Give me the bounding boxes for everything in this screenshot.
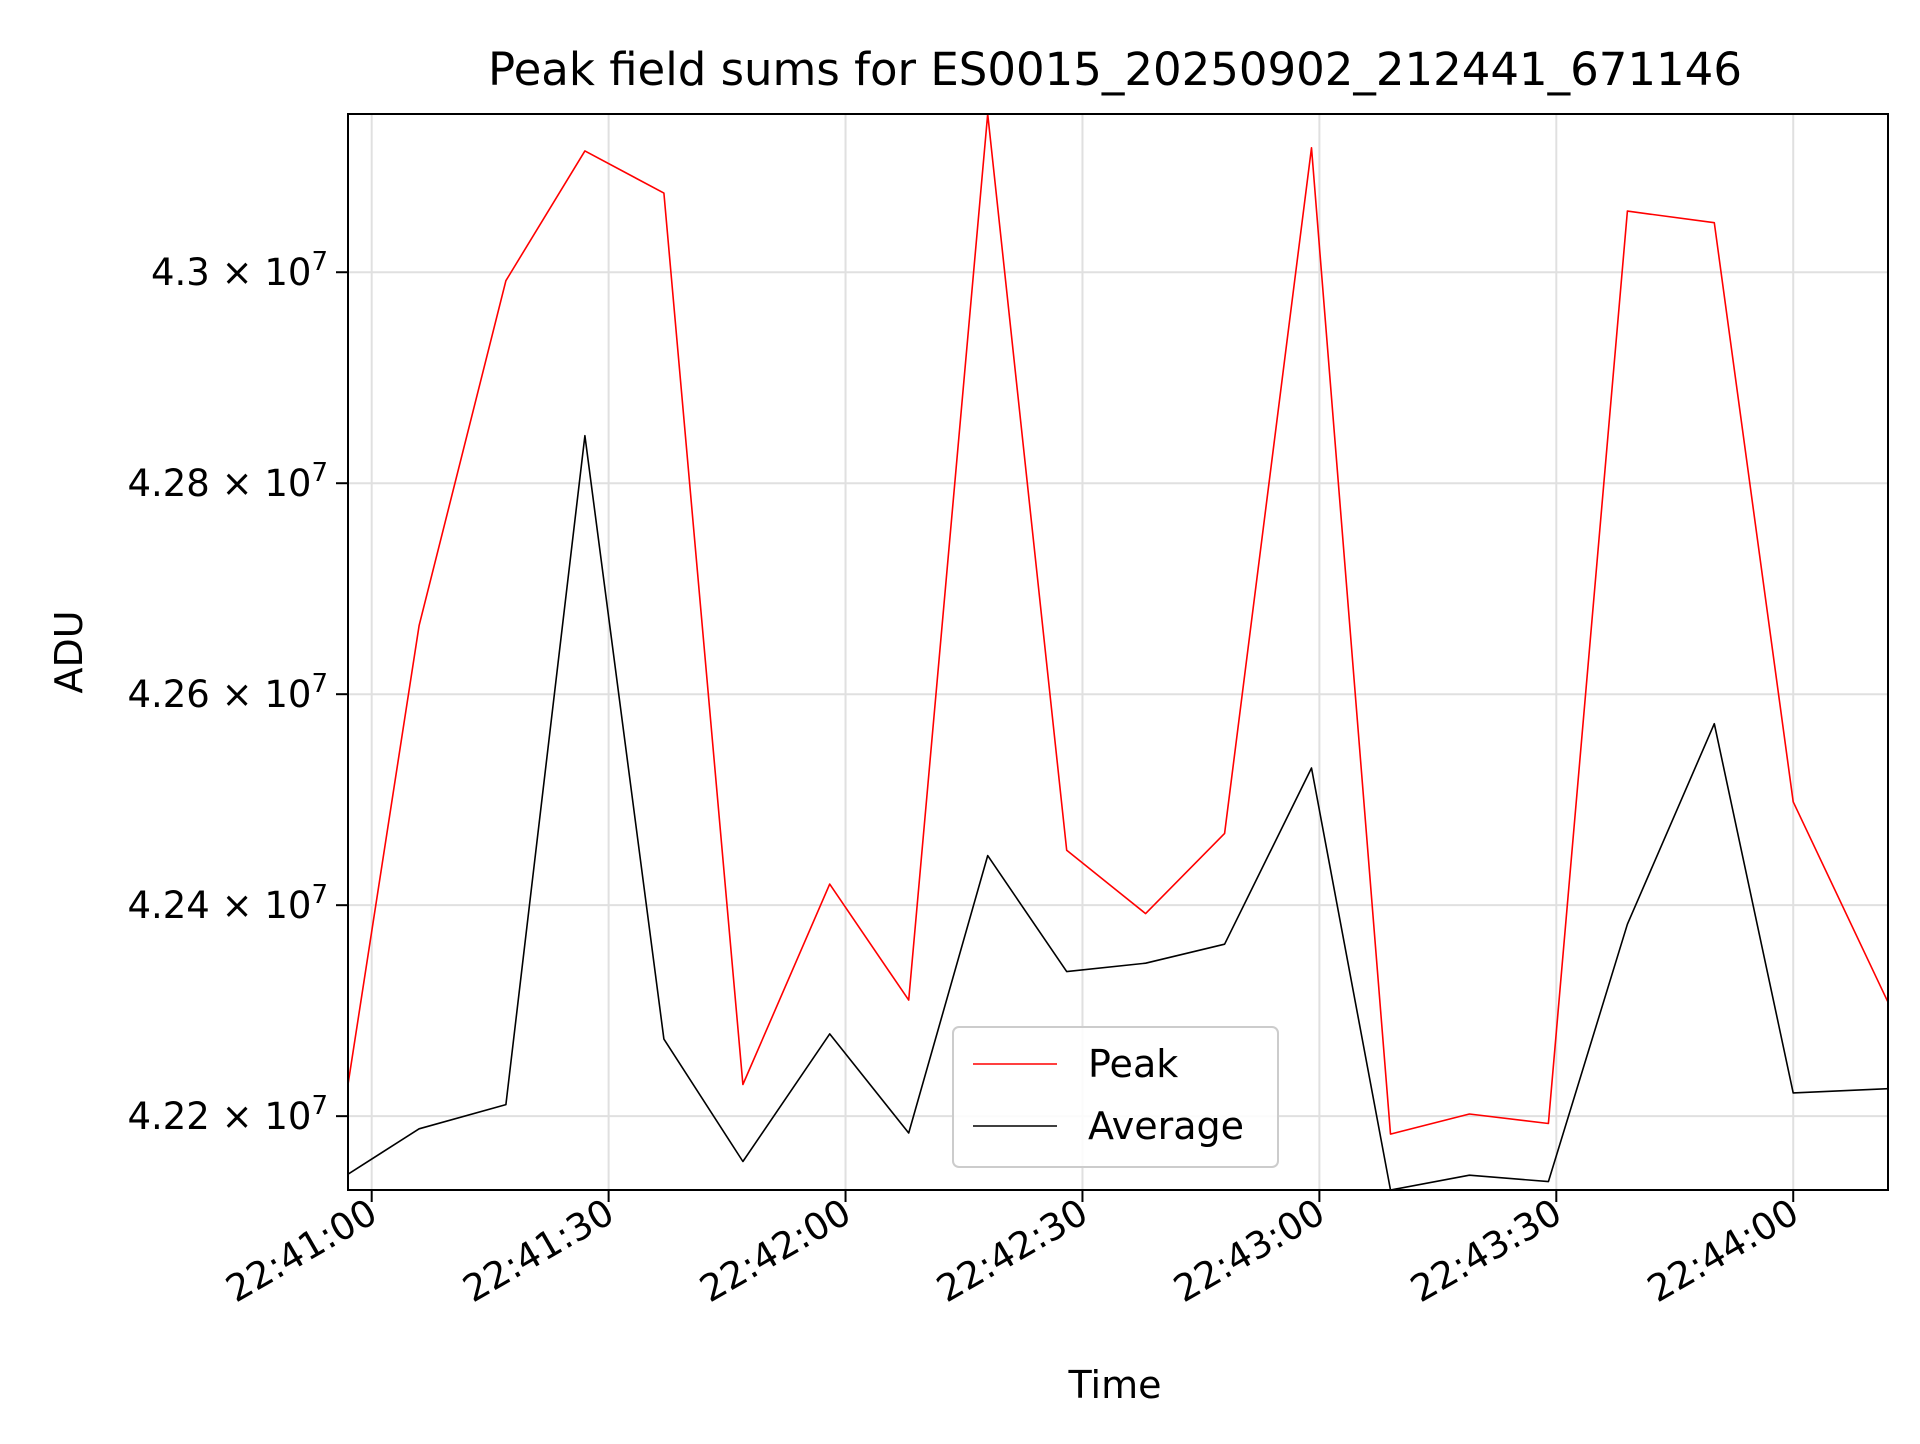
legend-box (952, 1026, 1279, 1168)
legend: Peak Average (952, 1026, 1279, 1168)
series-line-peak (348, 114, 1888, 1135)
plot-frame (347, 113, 1889, 1191)
legend-label-average: Average (1088, 1104, 1244, 1148)
y-tick-label: 4.22 × 107 (127, 1091, 328, 1138)
grid-lines (348, 114, 1888, 1190)
y-tick-label: 4.26 × 107 (127, 669, 328, 716)
y-axis-ticks: 4.22 × 107 4.24 × 107 4.26 × 107 4.28 × 107… (127, 247, 348, 1138)
y-tick-label: 4.28 × 107 (127, 458, 328, 505)
legend-label-peak: Peak (1088, 1042, 1178, 1086)
chart-title: Peak field sums for ES0015_20250902_2124… (488, 43, 1742, 96)
x-axis-label: Time (1068, 1363, 1162, 1407)
series-line-average (348, 434, 1888, 1190)
y-tick-label: 4.24 × 107 (127, 880, 328, 927)
series-lines (348, 114, 1888, 1190)
y-axis-label: ADU (47, 610, 91, 693)
y-tick-label: 4.3 × 107 (151, 247, 328, 294)
